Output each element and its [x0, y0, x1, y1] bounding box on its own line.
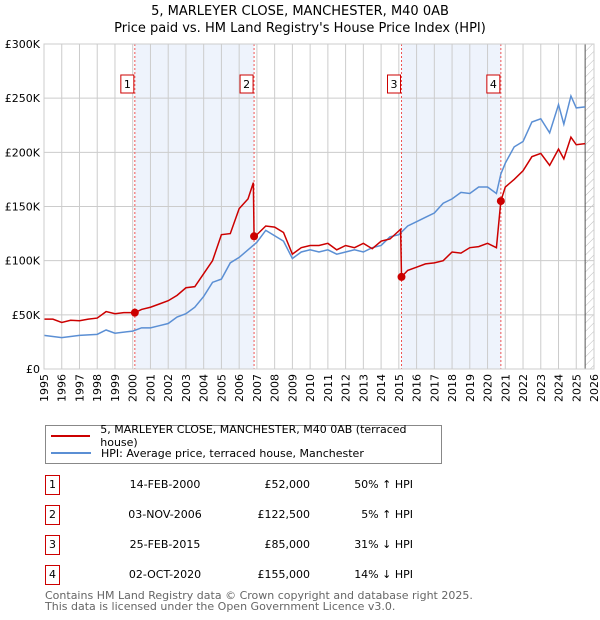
x-tick-label: 2003 [180, 374, 193, 402]
footer: Contains HM Land Registry data © Crown c… [45, 590, 473, 612]
copyright-text: Contains HM Land Registry data © Crown c… [45, 589, 473, 602]
x-tick-label: 2023 [535, 374, 548, 402]
chart-subtitle: Price paid vs. HM Land Registry's House … [114, 21, 486, 36]
x-tick-label: 2013 [357, 374, 370, 402]
transaction-hpi-diff: 14% ↓ HPI [354, 568, 413, 581]
y-tick-label: £150K [5, 201, 41, 214]
sale-label-box [239, 74, 254, 94]
x-tick-label: 2014 [375, 374, 388, 402]
x-tick-label: 1995 [38, 374, 51, 402]
x-tick-label: 2016 [411, 374, 424, 402]
transaction-number: 2 [45, 505, 60, 525]
x-tick-label: 2015 [393, 374, 406, 402]
transaction-date: 14-FEB-2000 [129, 478, 201, 491]
legend-label: HPI: Average price, terraced house, Manc… [101, 446, 364, 460]
y-tick-label: £300K [5, 38, 41, 51]
x-tick-label: 2008 [269, 374, 282, 402]
licence-text: This data is licensed under the Open Gov… [45, 600, 396, 613]
hpi-line [43, 93, 586, 339]
y-tick-label: £100K [5, 255, 41, 268]
x-tick-label: 2022 [517, 374, 530, 402]
transaction-date: 25-FEB-2015 [129, 538, 201, 551]
x-tick-label: 2007 [251, 374, 264, 402]
legend: 5, MARLEYER CLOSE, MANCHESTER, M40 0AB (… [45, 423, 442, 464]
transaction-hpi-diff: 31% ↓ HPI [354, 538, 413, 551]
x-tick-label: 2026 [588, 374, 600, 402]
x-tick-label: 2004 [198, 374, 211, 402]
x-tick-label: 2006 [233, 374, 246, 402]
x-tick-label: 2011 [322, 374, 335, 402]
x-tick-label: 2010 [304, 374, 317, 402]
price-chart: 1995 1996 1997 1998 1999 2000 2001 2002 2003 2004… [5, 38, 600, 402]
legend-label: 5, MARLEYER CLOSE, MANCHESTER, M40 0AB (… [100, 423, 407, 449]
sale-label: 2 [243, 78, 250, 91]
x-tick-label: 2002 [162, 374, 175, 402]
x-tick-label: 2009 [286, 374, 299, 402]
x-tick-label: 2024 [553, 374, 566, 402]
y-tick-label: £0 [26, 363, 40, 376]
plot-border [43, 43, 595, 370]
x-tick-label: 2001 [144, 374, 157, 402]
x-tick-label: 2025 [570, 374, 583, 402]
transaction-price: £122,500 [257, 508, 311, 521]
sale-label: 4 [490, 78, 497, 91]
legend-swatch-red [51, 435, 91, 437]
x-tick-label: 1998 [91, 374, 104, 402]
x-tick-label: 2021 [499, 374, 512, 402]
sale-point [397, 272, 406, 281]
transaction-number: 1 [45, 475, 60, 495]
y-tick-label: £200K [5, 146, 41, 159]
transaction-date: 03-NOV-2006 [128, 508, 202, 521]
sale-point [250, 232, 259, 241]
transaction-price: £85,000 [264, 538, 311, 551]
x-tick-label: 2019 [464, 374, 477, 402]
transaction-hpi-diff: 5% ↑ HPI [361, 508, 413, 521]
legend-item-property: 5, MARLEYER CLOSE, MANCHESTER, M40 0AB (… [51, 423, 441, 449]
x-tick-label: 1996 [56, 374, 69, 402]
sale-label: 1 [124, 78, 131, 91]
x-tick-label: 2005 [215, 374, 228, 402]
transaction-price: £52,000 [264, 478, 311, 491]
x-tick-label: 2020 [482, 374, 495, 402]
transaction-price: £155,000 [257, 568, 311, 581]
transaction-date: 02-OCT-2020 [128, 568, 202, 581]
chart-title: 5, MARLEYER CLOSE, MANCHESTER, M40 0AB [151, 4, 449, 19]
x-tick-label: 2018 [446, 374, 459, 402]
transaction-number: 4 [45, 565, 60, 585]
x-tick-label: 2000 [127, 374, 140, 402]
x-tick-label: 2012 [340, 374, 353, 402]
sale-label-box [486, 74, 501, 94]
y-tick-label: £50K [12, 309, 41, 322]
y-tick-label: £250K [5, 92, 41, 105]
legend-swatch-blue [51, 452, 91, 454]
x-tick-label: 1997 [73, 374, 86, 402]
x-tick-label: 2017 [428, 374, 441, 402]
x-tick-label: 1999 [109, 374, 122, 402]
transaction-hpi-diff: 50% ↑ HPI [354, 478, 413, 491]
sale-point [130, 308, 139, 317]
legend-item-hpi: HPI: Average price, terraced house, Manc… [51, 445, 364, 461]
sale-label-box [387, 74, 401, 94]
sale-label-box [120, 74, 135, 94]
sale-point [496, 197, 505, 206]
sale-label: 3 [391, 78, 398, 91]
transaction-number: 3 [45, 535, 60, 555]
